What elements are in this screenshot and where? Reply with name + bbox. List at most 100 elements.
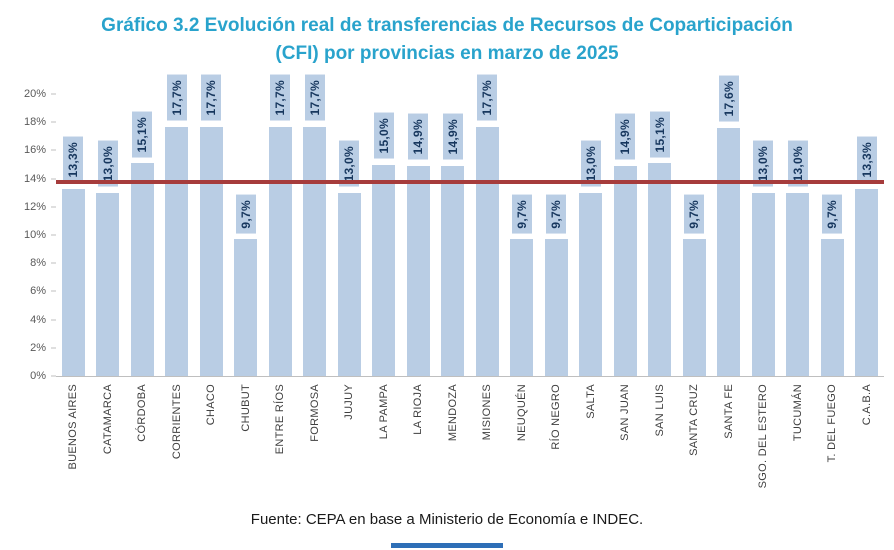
source-note: Fuente: CEPA en base a Ministerio de Eco… bbox=[250, 511, 644, 528]
bar bbox=[579, 192, 603, 376]
y-axis-tick-mark bbox=[51, 234, 56, 236]
bar bbox=[544, 239, 568, 376]
bar bbox=[268, 126, 292, 376]
chart-title-line1: Gráfico 3.2 Evolución real de transferen… bbox=[101, 15, 793, 36]
bar-slot: 9,7% bbox=[229, 80, 264, 376]
bar-value-label: 17,7% bbox=[477, 74, 498, 121]
bar bbox=[786, 192, 810, 376]
y-axis-tick-label: 14% bbox=[23, 172, 46, 185]
bar bbox=[406, 165, 430, 376]
y-axis-tick-mark bbox=[51, 206, 56, 208]
bar bbox=[717, 127, 741, 376]
bar-slot: 17,7% bbox=[263, 74, 298, 376]
bar-slot: 13,0% bbox=[91, 80, 126, 376]
bar-chart: 0% 2% 4% 6% 8% 10% 12% 14% 16% 18% 20% 13,3% 13,0% 1… bbox=[12, 74, 884, 501]
bar-slot: 13,0% bbox=[332, 80, 367, 376]
bar-value-label: 14,9% bbox=[442, 114, 463, 160]
average-line bbox=[56, 179, 884, 184]
bar bbox=[199, 126, 223, 376]
bar-slot: 15,1% bbox=[125, 80, 160, 376]
x-axis-label: C.A.B.A bbox=[860, 384, 873, 426]
bar bbox=[682, 239, 706, 376]
bar-value-label: 9,7% bbox=[235, 194, 256, 234]
bar bbox=[441, 165, 465, 376]
bar bbox=[820, 239, 844, 376]
y-axis-tick-label: 4% bbox=[30, 313, 46, 326]
x-axis-label: T. DEL FUEGO bbox=[826, 384, 839, 463]
x-axis-label: SALTA bbox=[584, 384, 597, 419]
x-axis-slot: BUENOS AIRES bbox=[56, 377, 91, 501]
x-axis-slot: C.A.B.A bbox=[850, 377, 885, 501]
bar-value-label: 9,7% bbox=[822, 194, 843, 234]
x-axis-slot: MISIONES bbox=[470, 377, 505, 501]
bar-value-label: 15,1% bbox=[649, 111, 670, 158]
x-axis-label: FORMOSA bbox=[308, 384, 321, 442]
bar-slot: 14,9% bbox=[401, 80, 436, 376]
bar-value-label: 14,9% bbox=[615, 114, 636, 160]
bar-slot: 9,7% bbox=[815, 80, 850, 376]
x-axis-label: MISIONES bbox=[481, 384, 494, 441]
y-axis-tick-mark bbox=[51, 262, 56, 264]
y-axis-tick-label: 18% bbox=[23, 116, 46, 129]
x-axis: BUENOS AIRES CATAMARCA CÓRDOBA CORRIENTES CH… bbox=[56, 377, 884, 501]
x-axis-label: LA PAMPA bbox=[377, 384, 390, 440]
y-axis-tick-mark bbox=[51, 149, 56, 151]
bar bbox=[303, 126, 327, 376]
y-axis-tick-label: 16% bbox=[23, 144, 46, 157]
bar-slot: 17,7% bbox=[298, 74, 333, 376]
x-axis-slot: RÍO NEGRO bbox=[539, 377, 574, 501]
x-axis-slot: NEUQUÉN bbox=[505, 377, 540, 501]
x-axis-label: RÍO NEGRO bbox=[550, 384, 563, 450]
x-axis-slot: TUCUMÁN bbox=[781, 377, 816, 501]
x-axis-slot: LA RIOJA bbox=[401, 377, 436, 501]
bar-slot: 13,0% bbox=[746, 80, 781, 376]
bar bbox=[475, 126, 499, 376]
y-axis-tick-mark bbox=[51, 347, 56, 349]
bar-value-label: 17,7% bbox=[166, 74, 187, 121]
bar-slot: 13,3% bbox=[56, 80, 91, 376]
bar-value-label: 17,7% bbox=[270, 74, 291, 121]
bar-slot: 17,7% bbox=[194, 74, 229, 376]
bar-slot: 13,0% bbox=[574, 80, 609, 376]
bar-slot: 13,0% bbox=[781, 80, 816, 376]
y-axis-tick-label: 6% bbox=[30, 285, 46, 298]
bar-slot: 14,9% bbox=[436, 80, 471, 376]
bar-slot: 17,6% bbox=[712, 76, 747, 376]
bar-value-label: 13,3% bbox=[856, 137, 877, 183]
x-axis-label: SGO. DEL ESTERO bbox=[757, 384, 770, 489]
x-axis-label: SAN JUAN bbox=[619, 384, 632, 441]
bar bbox=[372, 164, 396, 376]
bar bbox=[61, 188, 85, 376]
x-axis-label: SAN LUIS bbox=[653, 384, 666, 437]
bar-slot: 9,7% bbox=[677, 80, 712, 376]
x-axis-slot: SAN JUAN bbox=[608, 377, 643, 501]
x-axis-slot: CÓRDOBA bbox=[125, 377, 160, 501]
x-axis-slot: CATAMARCA bbox=[91, 377, 126, 501]
bar-slot: 14,9% bbox=[608, 80, 643, 376]
x-axis-label: BUENOS AIRES bbox=[67, 384, 80, 470]
x-axis-label: LA RIOJA bbox=[412, 384, 425, 435]
bar-value-label: 15,0% bbox=[373, 113, 394, 159]
bar-slot: 9,7% bbox=[505, 80, 540, 376]
y-axis-tick-label: 20% bbox=[23, 88, 46, 101]
x-axis-label: CORRIENTES bbox=[170, 384, 183, 460]
bar-slot: 17,7% bbox=[470, 74, 505, 376]
bars-container: 13,3% 13,0% 15,1% 17,7% 17,7% 9,7% 17,7% 17,7% 1… bbox=[56, 74, 884, 376]
bar-value-label: 15,1% bbox=[132, 111, 153, 158]
bar-value-label: 9,7% bbox=[684, 194, 705, 234]
y-axis: 0% 2% 4% 6% 8% 10% 12% 14% 16% 18% 20% bbox=[12, 80, 56, 382]
bar bbox=[234, 239, 258, 376]
x-axis-slot: SANTA FE bbox=[712, 377, 747, 501]
plot-wrap: 0% 2% 4% 6% 8% 10% 12% 14% 16% 18% 20% 13,3% 13,0% 1… bbox=[12, 74, 884, 382]
bar-value-label: 9,7% bbox=[511, 194, 532, 234]
x-axis-label: SANTA CRUZ bbox=[688, 384, 701, 456]
y-axis-tick-label: 12% bbox=[23, 200, 46, 213]
x-axis-slot: SALTA bbox=[574, 377, 609, 501]
y-axis-tick-label: 10% bbox=[23, 229, 46, 242]
chart-title-line2: (CFI) por provincias en marzo de 2025 bbox=[275, 43, 619, 64]
y-axis-tick-label: 8% bbox=[30, 257, 46, 270]
bar bbox=[337, 192, 361, 376]
x-axis-slot: JUJUY bbox=[332, 377, 367, 501]
y-axis-tick-mark bbox=[51, 319, 56, 321]
y-axis-tick-mark bbox=[51, 375, 56, 377]
